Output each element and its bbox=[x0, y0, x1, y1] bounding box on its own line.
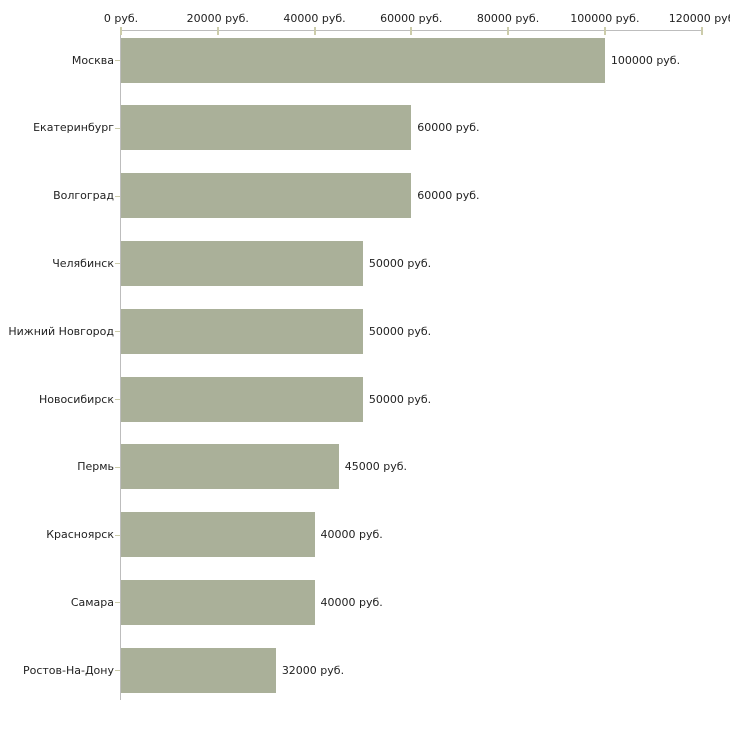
y-axis-tick bbox=[115, 467, 120, 468]
bar bbox=[121, 579, 315, 625]
bar-value-label: 50000 руб. bbox=[368, 324, 432, 338]
bar bbox=[121, 308, 363, 354]
bar bbox=[121, 647, 276, 693]
x-axis-tick bbox=[216, 27, 219, 35]
x-axis-tick-label: 0 руб. bbox=[103, 12, 139, 25]
category-label: Пермь bbox=[77, 460, 114, 474]
category-label: Волгоград bbox=[53, 189, 114, 203]
bar bbox=[121, 105, 412, 151]
bar-value-label: 60000 руб. bbox=[417, 121, 480, 135]
x-axis-tick-label: 20000 руб. bbox=[186, 12, 249, 25]
category-label: Ростов-На-Дону bbox=[22, 663, 114, 677]
bar bbox=[121, 376, 363, 422]
x-axis-tick-label: 80000 руб. bbox=[476, 12, 540, 25]
category-label: Красноярск bbox=[46, 528, 114, 542]
x-axis-tick-label: 60000 руб. bbox=[380, 12, 443, 25]
category-label: Нижний Новгород bbox=[8, 324, 114, 338]
bar bbox=[121, 512, 315, 558]
y-axis-tick bbox=[115, 399, 120, 400]
x-axis-tick bbox=[700, 27, 703, 35]
bar bbox=[121, 444, 339, 490]
y-axis-tick bbox=[115, 331, 120, 332]
bar-value-label: 40000 руб. bbox=[320, 595, 383, 609]
category-label: Самара bbox=[70, 595, 114, 609]
bar-value-label: 50000 руб. bbox=[368, 256, 432, 270]
y-axis-line bbox=[120, 30, 121, 700]
bar-value-label: 40000 руб. bbox=[320, 528, 383, 542]
bar-value-label: 45000 руб. bbox=[344, 460, 407, 474]
category-label: Москва bbox=[71, 53, 114, 67]
y-axis-tick bbox=[115, 670, 120, 671]
x-axis-tick bbox=[507, 27, 510, 35]
bar bbox=[121, 173, 412, 219]
x-axis-tick bbox=[603, 27, 606, 35]
x-axis-tick bbox=[410, 27, 413, 35]
category-label: Челябинск bbox=[52, 256, 114, 270]
x-axis-tick bbox=[313, 27, 316, 35]
bar bbox=[121, 37, 605, 83]
y-axis-tick bbox=[115, 196, 120, 197]
y-axis-tick bbox=[115, 128, 120, 129]
bar-value-label: 50000 руб. bbox=[368, 392, 432, 406]
x-axis-tick bbox=[120, 27, 122, 35]
bar-value-label: 32000 руб. bbox=[281, 663, 345, 677]
x-axis-tick-label: 120000 руб bbox=[668, 12, 730, 25]
x-axis-tick-label: 40000 руб. bbox=[283, 12, 346, 25]
category-label: Новосибирск bbox=[38, 392, 114, 406]
bar-value-label: 60000 руб. bbox=[417, 189, 480, 203]
bar-value-label: 100000 руб. bbox=[610, 53, 681, 67]
y-axis-tick bbox=[115, 263, 120, 264]
y-axis-tick bbox=[115, 602, 120, 603]
category-label: Екатеринбург bbox=[33, 121, 114, 135]
bar bbox=[121, 240, 363, 286]
x-axis-tick-label: 100000 руб. bbox=[570, 12, 640, 25]
y-axis-tick bbox=[115, 535, 120, 536]
y-axis-tick bbox=[115, 60, 120, 61]
